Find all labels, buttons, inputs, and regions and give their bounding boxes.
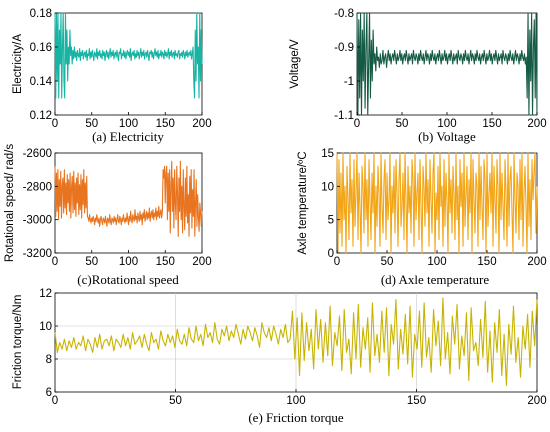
series-layer (54, 297, 538, 386)
y-tick-label: 10 (39, 321, 52, 333)
y-tick-label: -1 (344, 76, 354, 88)
y-tick-label: -3200 (23, 248, 52, 260)
x-tick-label: 0 (52, 118, 58, 130)
series-line (356, 12, 538, 116)
series-layer (54, 160, 203, 237)
x-tick-label: 200 (192, 256, 211, 268)
y-axis-label: Friction torque/Nm (12, 295, 24, 390)
x-tick-label: 200 (527, 118, 546, 130)
series-layer (54, 12, 203, 99)
chart-voltage: 0 50 100 150 200 -1.1 -1 -0.9 -0.8 Voltage/V (b)… (289, 8, 547, 144)
x-tick-label: 50 (381, 256, 394, 268)
x-tick-label: 100 (427, 256, 446, 268)
x-tick-label: 100 (286, 395, 305, 407)
axis-ticks: 0 50 100 150 200 -3200 -3000 -2800 -2600 (23, 148, 212, 268)
y-tick-label: -2600 (23, 148, 52, 160)
series-line (54, 12, 203, 99)
series-line (336, 152, 538, 254)
x-tick-label: 50 (85, 256, 98, 268)
y-axis-label: Rotational speed/ rad/s (4, 144, 16, 263)
series-layer (336, 152, 538, 254)
chart-caption: (d) Axle temperature (381, 272, 490, 287)
x-tick-label: 0 (52, 256, 58, 268)
chart-caption: (c)Rotational speed (77, 272, 179, 287)
x-tick-label: 50 (396, 118, 409, 130)
chart-rotational-speed: 0 50 100 150 200 -3200 -3000 -2800 -2600 Rotatio… (4, 144, 212, 287)
x-tick-label: 100 (119, 118, 138, 130)
chart-caption: (a) Electricity (92, 129, 164, 144)
chart-caption: (e) Friction torque (248, 410, 344, 425)
x-tick-label: 50 (85, 118, 98, 130)
series-layer (356, 12, 538, 116)
y-axis-label: Axle temperature/ºC (297, 151, 309, 254)
x-tick-label: 150 (156, 256, 175, 268)
y-tick-label: 8 (46, 354, 52, 366)
y-tick-label: 10 (321, 181, 334, 193)
x-tick-label: 100 (437, 118, 456, 130)
x-tick-label: 150 (407, 395, 426, 407)
x-tick-label: 200 (527, 395, 546, 407)
series-line (54, 160, 203, 237)
axis-ticks: 0 50 100 150 200 6 8 10 12 (39, 288, 546, 407)
x-tick-label: 200 (527, 256, 546, 268)
chart-caption: (b) Voltage (418, 129, 476, 144)
y-tick-label: 15 (321, 148, 334, 160)
axis-ticks: 0 50 100 150 200 0 5 10 15 (321, 148, 546, 268)
y-tick-label: -3000 (23, 215, 52, 227)
x-tick-label: 150 (477, 256, 496, 268)
x-tick-label: 150 (156, 118, 175, 130)
chart-friction-torque: 0 50 100 150 200 6 8 10 12 Friction torque/Nm (e… (12, 288, 547, 425)
y-axis-label: Electricity/A (12, 34, 24, 94)
axis-ticks: 0 50 100 150 200 0.12 0.14 0.16 0.18 (30, 8, 212, 130)
axis-ticks: 0 50 100 150 200 -1.1 -1 -0.9 -0.8 (334, 8, 546, 130)
y-tick-label: 0 (328, 248, 334, 260)
x-tick-label: 150 (482, 118, 501, 130)
plot-area (54, 12, 203, 116)
y-tick-label: 0.16 (30, 42, 52, 54)
x-tick-label: 100 (119, 256, 138, 268)
x-tick-label: 50 (169, 395, 182, 407)
y-tick-label: -0.9 (334, 42, 354, 54)
y-tick-label: 0.12 (30, 110, 52, 122)
chart-axle-temperature: 0 50 100 150 200 0 5 10 15 Axle temperature/ºC (… (297, 148, 547, 287)
y-tick-label: -0.8 (334, 8, 354, 20)
x-tick-label: 0 (52, 395, 58, 407)
series-line (54, 297, 538, 386)
y-tick-label: 12 (39, 288, 52, 300)
y-axis-label: Voltage/V (289, 39, 301, 89)
x-tick-label: 200 (192, 118, 211, 130)
y-tick-label: 0.18 (30, 8, 52, 20)
y-tick-label: -2800 (23, 181, 52, 193)
y-tick-label: -1.1 (334, 110, 354, 122)
y-tick-label: 5 (328, 215, 334, 227)
chart-electricity: 0 50 100 150 200 0.12 0.14 0.16 0.18 Electricity… (12, 8, 212, 144)
y-tick-label: 0.14 (30, 76, 53, 88)
y-tick-label: 6 (46, 387, 52, 399)
x-tick-label: 0 (354, 118, 360, 130)
x-tick-label: 0 (334, 256, 340, 268)
